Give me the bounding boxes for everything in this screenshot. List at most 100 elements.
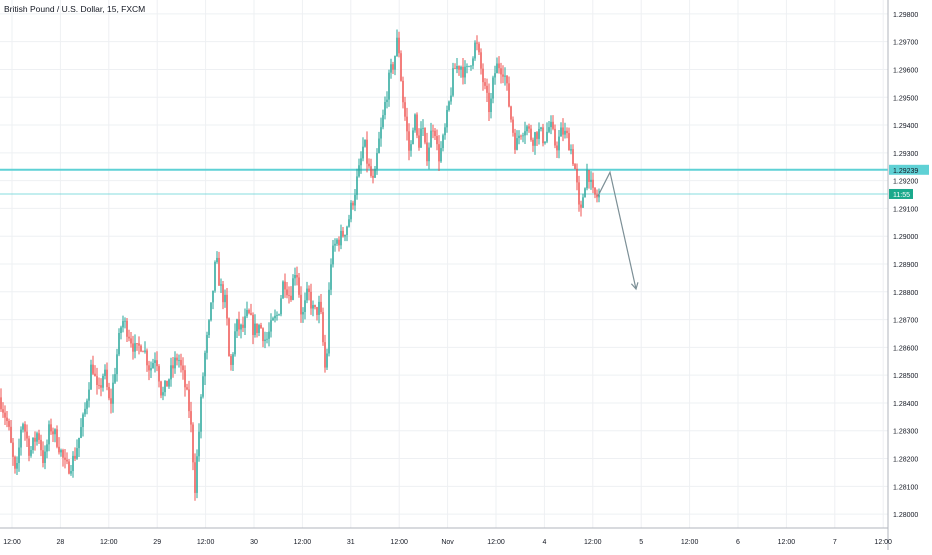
candle-body xyxy=(330,264,332,290)
candle-body xyxy=(90,364,92,390)
candle-body xyxy=(310,291,312,309)
candle-body xyxy=(302,311,304,315)
candle-body xyxy=(380,127,382,139)
candle-body xyxy=(440,148,442,162)
y-tick-label: 1.29400 xyxy=(893,123,918,130)
candle-body xyxy=(20,429,22,448)
candle-body xyxy=(558,136,560,151)
candle-body xyxy=(318,301,320,315)
candle-body xyxy=(58,446,60,453)
candle-body xyxy=(286,289,288,296)
projection-path[interactable] xyxy=(597,170,637,290)
candle-body xyxy=(320,301,322,313)
x-tick-label: 12:00 xyxy=(294,539,312,546)
x-tick-label: 12:00 xyxy=(100,539,118,546)
x-tick-label: 12:00 xyxy=(197,539,215,546)
candle-body xyxy=(242,324,244,328)
candle-body xyxy=(530,128,532,140)
candle-body xyxy=(288,295,290,297)
candle-body xyxy=(354,194,356,206)
candle-body xyxy=(270,320,272,332)
candle-body xyxy=(492,77,494,99)
candle-body xyxy=(338,239,340,246)
candle-body xyxy=(96,376,98,385)
candle-body xyxy=(274,315,276,319)
candle-body xyxy=(588,170,590,182)
candle-body xyxy=(552,121,554,129)
candle-body xyxy=(250,313,252,315)
y-tick-label: 1.28400 xyxy=(893,401,918,408)
candle-body xyxy=(434,130,436,137)
y-tick-label: 1.29600 xyxy=(893,67,918,74)
x-tick-label: 7 xyxy=(833,539,837,546)
candle-body xyxy=(2,409,4,413)
candle-body xyxy=(540,127,542,129)
candle-body xyxy=(16,463,18,469)
candle-body xyxy=(12,442,14,457)
x-tick-label: 31 xyxy=(347,539,355,546)
candle-body xyxy=(410,144,412,151)
candle-body xyxy=(62,450,64,458)
candle-body xyxy=(140,345,142,352)
y-tick-label: 1.28300 xyxy=(893,429,918,436)
candle-body xyxy=(576,169,578,183)
candle-body xyxy=(256,323,258,333)
candle-body xyxy=(86,400,88,409)
candle-body xyxy=(232,354,234,365)
candle-body xyxy=(510,106,512,120)
candle-body xyxy=(4,412,6,418)
time-axis: 12:00 28 12:00 29 12:00 30 12:00 31 12:00 Nov 12:0… xyxy=(0,527,892,546)
candle-body xyxy=(404,102,406,117)
candle-body xyxy=(502,74,504,77)
candle-body xyxy=(590,179,592,182)
candle-body xyxy=(294,275,296,279)
candle-body xyxy=(174,357,176,369)
candle-body xyxy=(264,339,266,342)
candle-body xyxy=(100,385,102,388)
candle-body xyxy=(548,127,550,132)
candle-body xyxy=(304,300,306,312)
candle-body xyxy=(328,289,330,354)
candle-body xyxy=(60,450,62,453)
candle-body xyxy=(150,368,152,371)
candle-body xyxy=(160,381,162,396)
candle-body xyxy=(130,338,132,344)
candle-body xyxy=(206,335,208,353)
candle-body xyxy=(110,398,112,404)
candle-body xyxy=(474,42,476,59)
candle-body xyxy=(152,362,154,369)
candle-body xyxy=(382,115,384,128)
candle-body xyxy=(500,68,502,75)
candle-body xyxy=(494,73,496,78)
candle-body xyxy=(14,456,16,469)
candle-body xyxy=(196,456,198,493)
candle-body xyxy=(598,194,600,198)
candle-body xyxy=(224,294,226,303)
x-tick-label: Nov xyxy=(441,539,454,546)
candle-body xyxy=(360,158,362,166)
candle-body xyxy=(306,288,308,301)
candle-body xyxy=(26,431,28,439)
candle-body xyxy=(508,83,510,107)
candle-body xyxy=(568,133,570,151)
candle-body xyxy=(278,314,280,316)
candle-body xyxy=(70,471,72,474)
y-tick-label: 1.29500 xyxy=(893,95,918,102)
candle-body xyxy=(44,451,46,463)
candle-body xyxy=(66,459,68,462)
candle-body xyxy=(28,438,30,456)
candle-body xyxy=(282,281,284,299)
candle-body xyxy=(80,427,82,438)
candle-body xyxy=(324,342,326,368)
candle-body xyxy=(172,365,174,369)
candle-body xyxy=(504,75,506,77)
candle-body xyxy=(284,281,286,290)
candle-body xyxy=(516,138,518,150)
candle-body xyxy=(94,373,96,377)
candle-body xyxy=(488,92,490,113)
candle-body xyxy=(120,327,122,333)
candles xyxy=(0,29,600,501)
candle-body xyxy=(220,284,222,286)
